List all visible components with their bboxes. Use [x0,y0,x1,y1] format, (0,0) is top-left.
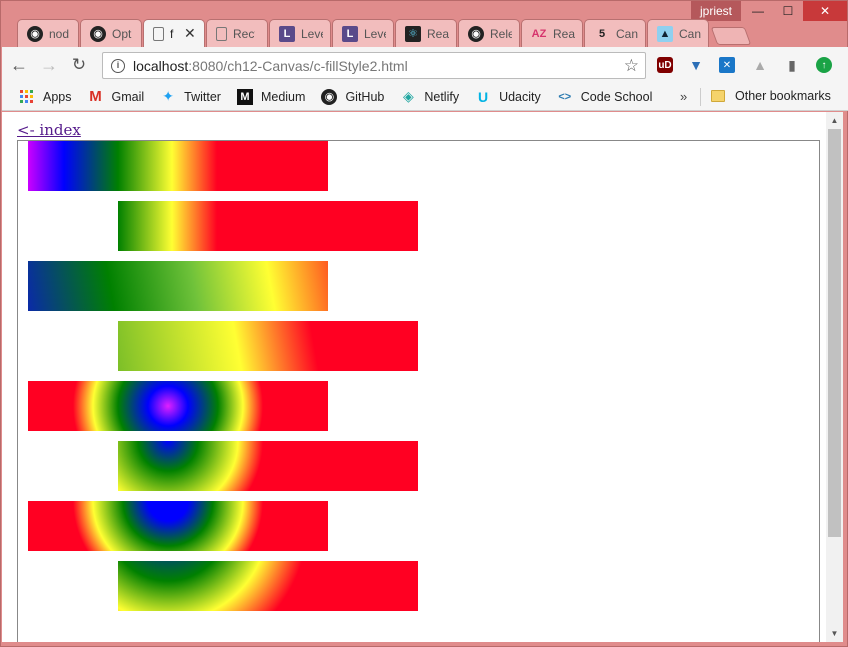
diagonal-gradient-bar-2 [118,321,418,371]
levelup-icon: L [342,25,358,42]
index-link[interactable]: <- index [17,121,81,139]
linear-gradient-bar-2 [118,201,418,251]
reload-button[interactable]: ↻ [71,55,87,74]
github-icon: ◉ [90,25,106,42]
window-controls: — ☐ ✕ [743,1,847,21]
az-icon: AZ [531,27,547,40]
diagonal-gradient-bar-1 [28,261,328,311]
more-bookmarks-chevron-icon[interactable]: » [680,89,688,104]
url-host: localhost [133,57,189,74]
bookmarks-divider [700,88,701,106]
udacity-icon: U [478,88,489,105]
vertical-scrollbar[interactable]: ▲ ▼ [826,112,843,642]
gradient-canvas [17,140,820,642]
vue-devtools-icon[interactable]: ▼ [689,57,703,73]
tab-8[interactable]: AZ Rea [521,19,583,47]
bookmark-star-icon[interactable]: ☆ [623,56,639,75]
gmail-icon: M [89,88,102,105]
close-window-button[interactable]: ✕ [803,1,847,21]
minimize-button[interactable]: — [752,4,764,18]
radial-gradient-bar-2 [118,441,418,491]
extension-icon[interactable]: ▮ [788,56,796,73]
folder-icon [711,90,725,102]
tab-6[interactable]: ⚛ Rea [395,19,457,47]
radial-gradient-bar-4 [118,561,418,611]
tab-close-icon[interactable]: ✕ [184,25,196,41]
update-icon[interactable]: ↑ [816,57,832,73]
twitter-icon: ✦ [162,88,175,104]
linear-gradient-bar-1 [28,141,328,191]
apps-icon [19,89,35,105]
tab-10[interactable]: ▲ Can [647,19,709,47]
maximize-button[interactable]: ☐ [782,4,794,18]
bookmarks-bar: Apps M Gmail ✦ Twitter M Medium ◉ GitHub… [2,83,848,111]
github-icon: ◉ [468,25,484,42]
browser-toolbar: ← → ↻ i localhost :8080/ch12-Canvas/c-fi… [2,47,848,83]
medium-icon: M [236,88,253,105]
tab-7[interactable]: ◉ Rele [458,19,520,47]
address-bar[interactable]: i localhost :8080/ch12-Canvas/c-fillStyl… [102,52,646,79]
ublock-icon[interactable]: uD [657,57,673,73]
url-path: :8080/ch12-Canvas/c-fillStyle2.html [188,57,408,74]
tab-0[interactable]: ◉ nod [17,19,79,47]
new-tab-button[interactable] [710,27,752,45]
tab-1[interactable]: ◉ Opt [80,19,142,47]
tab-4[interactable]: L Leve [269,19,331,47]
tab-2-active[interactable]: f ✕ [143,19,205,47]
radial-gradient-bar-1 [28,381,328,431]
radial-gradient-bar-3 [28,501,328,551]
react-icon: ⚛ [405,25,421,42]
html5-icon: 5 [598,27,606,40]
bookmark-code-school[interactable]: <> Code School [558,89,653,104]
netlify-icon: ◈ [402,88,414,104]
profile-badge[interactable]: jpriest [691,1,741,21]
tab-strip: ◉ nod ◉ Opt f ✕ Rect L Leve L Leve ⚛ Rea [17,19,752,47]
forward-button[interactable]: → [40,54,58,75]
tab-5[interactable]: L Leve [332,19,394,47]
bookmark-twitter[interactable]: ✦ Twitter [160,88,221,105]
scroll-up-arrow-icon[interactable]: ▲ [830,116,839,125]
code-icon: <> [558,90,572,103]
tab-9[interactable]: 5 Can [584,19,646,47]
bookmark-gmail[interactable]: M Gmail [89,88,145,105]
back-button[interactable]: ← [10,54,28,75]
bookmark-github[interactable]: ◉ GitHub [321,88,384,105]
cross-ext-icon[interactable]: ✕ [719,57,735,73]
tab-3[interactable]: Rect [206,19,268,47]
info-icon[interactable]: i [111,58,125,73]
bookmark-apps[interactable]: Apps [19,89,72,105]
page-icon [153,26,164,41]
scroll-down-arrow-icon[interactable]: ▼ [830,629,839,638]
drive-icon[interactable]: ▲ [753,57,767,73]
other-bookmarks[interactable]: Other bookmarks [711,89,831,103]
page-viewport: <- index [2,112,826,642]
page-icon [216,26,227,41]
bookmark-udacity[interactable]: U Udacity [475,89,541,105]
bookmark-medium[interactable]: M Medium [236,88,305,105]
scroll-thumb[interactable] [828,129,841,537]
bookmark-netlify[interactable]: ◈ Netlify [400,88,459,105]
bird-icon: ▲ [657,25,673,42]
levelup-icon: L [279,25,295,42]
github-icon: ◉ [27,25,43,42]
github-icon: ◉ [321,88,338,105]
